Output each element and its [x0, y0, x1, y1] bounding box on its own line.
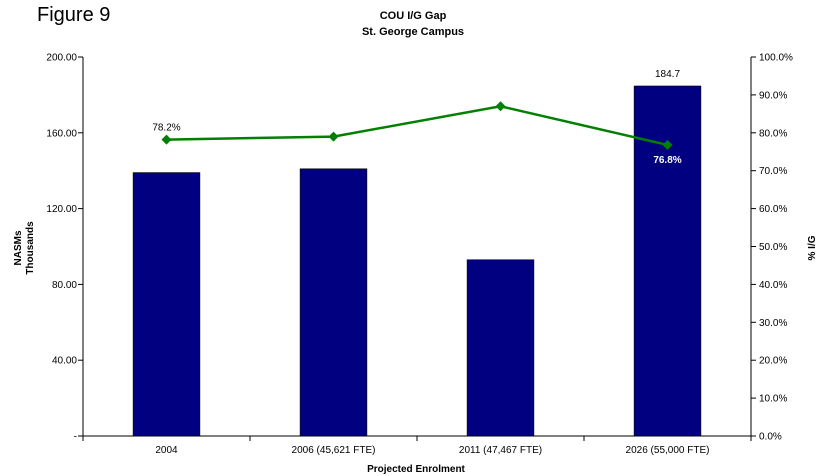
left-y-axis: - 40.00 80.00 120.00 160.00 200.00 — [46, 53, 84, 443]
x-axis: 2004 2006 (45,621 FTE) 2011 (47,467 FTE) 20… — [82, 435, 752, 456]
chart-title: COU I/G Gap — [380, 10, 447, 22]
line-path — [166, 104, 668, 147]
data-label: 76.8% — [653, 155, 681, 166]
y2-axis-label: % I/G — [807, 235, 818, 260]
right-axis-tick-label: 60.0% — [759, 204, 787, 215]
right-axis-tick-label: 40.0% — [759, 280, 787, 291]
left-axis-tick-label: 80.00 — [52, 280, 77, 291]
x-axis-tick-label: 2004 — [155, 445, 178, 456]
right-axis-tick-label: 80.0% — [759, 128, 787, 139]
right-axis-tick-label: 10.0% — [759, 394, 787, 405]
line-marker — [662, 139, 673, 150]
right-y-axis: 0.0% 10.0% 20.0% 30.0% 40.0% 50.0% 60.0% 70.0% 8… — [750, 53, 793, 443]
right-axis-tick-label: 0.0% — [759, 432, 782, 443]
left-axis-tick-label: 200.00 — [46, 53, 77, 64]
line-marker — [161, 134, 172, 145]
line-marker — [328, 131, 339, 142]
line-series — [161, 101, 673, 150]
left-axis-tick-label: 120.00 — [46, 204, 77, 215]
x-axis-tick-label: 2026 (55,000 FTE) — [626, 445, 710, 456]
right-axis-tick-label: 70.0% — [759, 166, 787, 177]
x-axis-tick-label: 2006 (45,621 FTE) — [292, 445, 376, 456]
right-axis-tick-label: 100.0% — [759, 53, 793, 64]
x-axis-label: Projected Enrolment — [367, 464, 465, 475]
left-axis-tick-label: - — [74, 432, 77, 443]
right-axis-tick-label: 30.0% — [759, 318, 787, 329]
data-labels: 184.7 78.2% 76.8% — [152, 69, 681, 166]
y-axis-label-line1: NASMs — [13, 230, 24, 265]
left-axis-tick-label: 160.00 — [46, 128, 77, 139]
bar — [466, 259, 535, 437]
data-label: 78.2% — [152, 123, 180, 134]
bar — [299, 168, 368, 437]
y-axis-label-line2: Thousands — [25, 221, 36, 275]
line-marker — [495, 101, 506, 112]
bar — [132, 172, 201, 437]
figure-label: Figure 9 — [37, 4, 111, 26]
right-axis-tick-label: 90.0% — [759, 90, 787, 101]
right-axis-tick-label: 50.0% — [759, 242, 787, 253]
chart-subtitle: St. George Campus — [362, 26, 464, 38]
left-axis-tick-label: 40.00 — [52, 356, 77, 367]
right-axis-tick-label: 20.0% — [759, 356, 787, 367]
x-axis-tick-label: 2011 (47,467 FTE) — [459, 445, 542, 456]
data-label: 184.7 — [655, 69, 680, 80]
